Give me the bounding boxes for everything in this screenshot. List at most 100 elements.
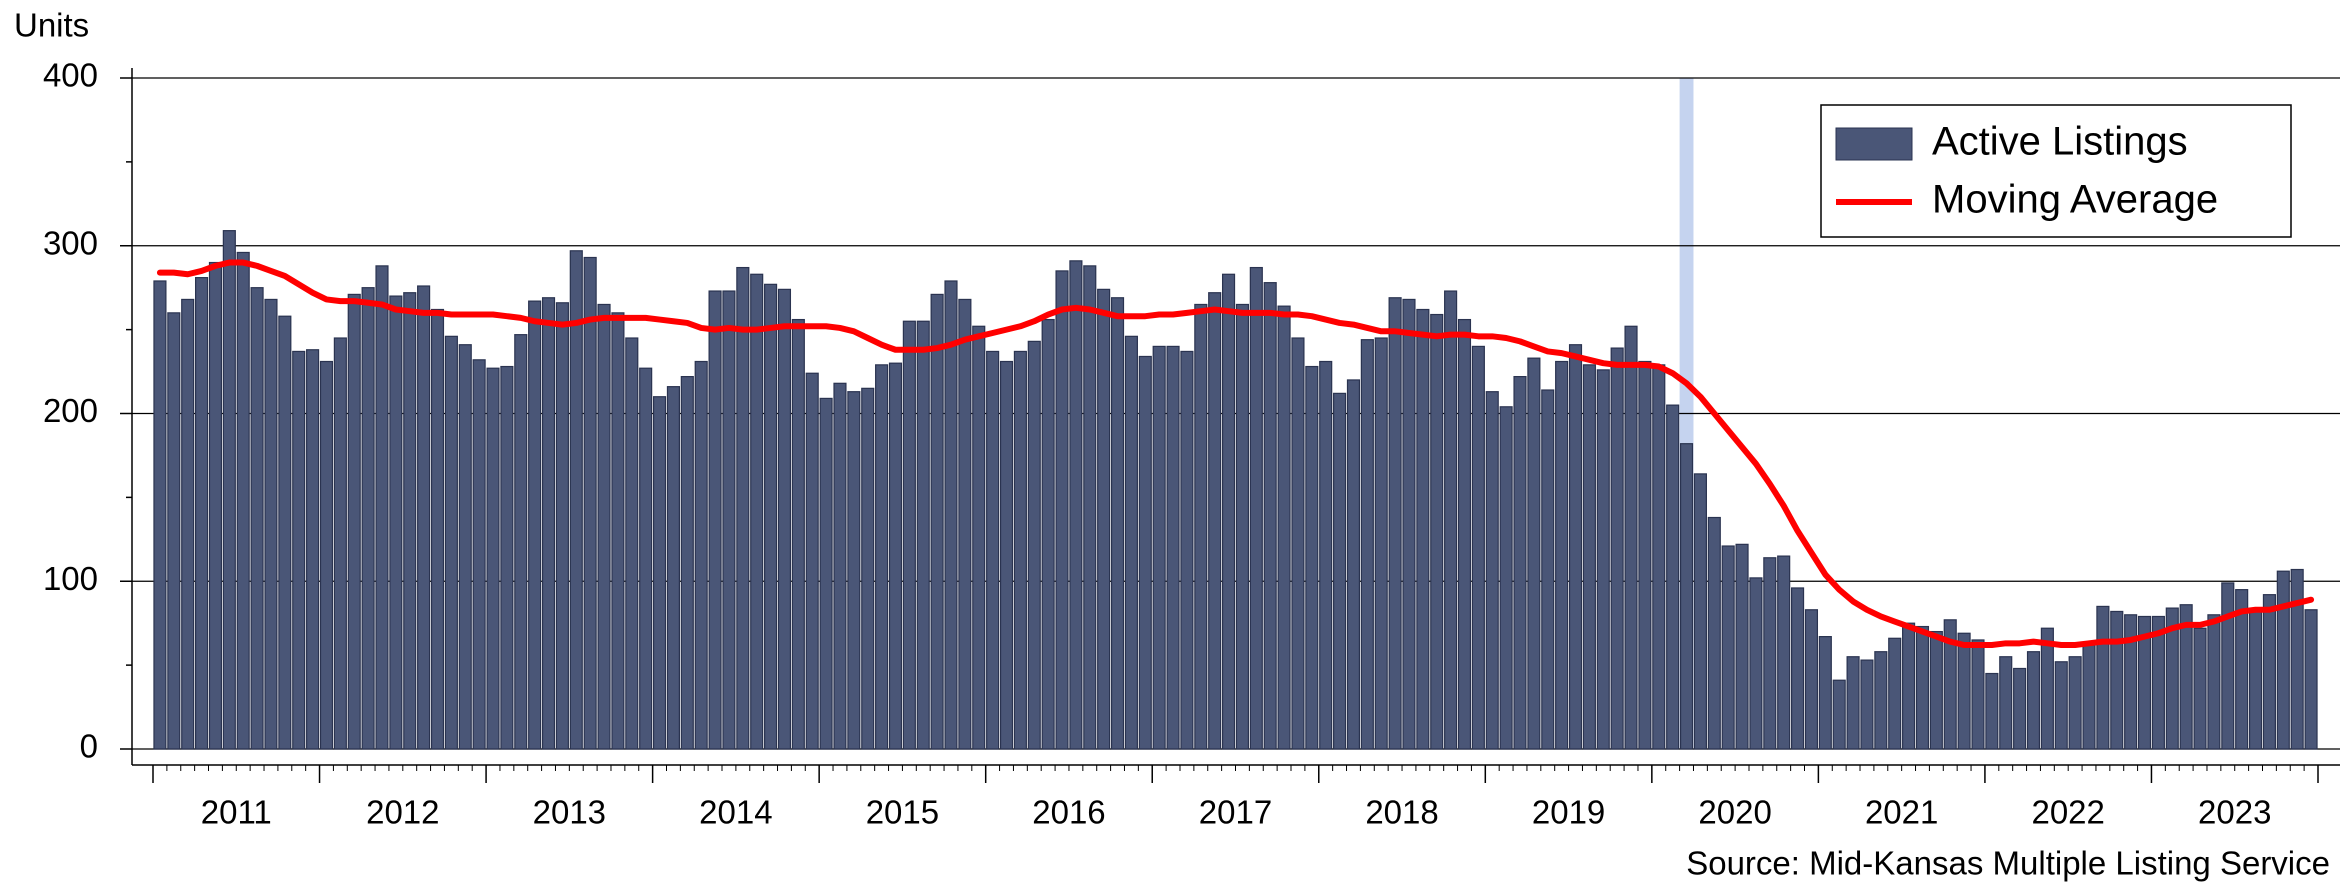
bar [1457, 318, 1472, 750]
bar [1069, 260, 1083, 750]
bar [875, 364, 889, 750]
bar [1985, 672, 1999, 750]
y-tick-label: 400 [43, 57, 98, 94]
bar [2262, 594, 2276, 750]
bar [389, 295, 403, 750]
bar [1804, 609, 1819, 750]
x-tick-label: 2012 [366, 794, 439, 831]
bar [2096, 605, 2110, 750]
bar [958, 298, 972, 750]
bar [2290, 568, 2304, 750]
bar [1624, 325, 1638, 750]
bar [1610, 347, 1624, 750]
bar [1902, 622, 1916, 750]
bar [1180, 350, 1194, 750]
bar [306, 349, 320, 750]
bar [1194, 303, 1208, 750]
y-axis-label: Units [14, 7, 89, 44]
bar [2165, 607, 2179, 750]
bar [1888, 637, 1902, 750]
bar [888, 362, 903, 750]
bar [1790, 587, 1805, 750]
moving-average-line [156, 259, 2315, 648]
bar [791, 318, 805, 750]
bar [1679, 443, 1694, 750]
bar [417, 285, 431, 750]
bar [264, 298, 278, 750]
bar [1582, 364, 1596, 750]
bar [1499, 406, 1513, 750]
bar [1707, 516, 1721, 750]
bar [2137, 615, 2152, 750]
bar [625, 337, 639, 750]
bar [833, 382, 847, 750]
bar [403, 292, 417, 750]
bar [1097, 288, 1111, 750]
bar [167, 312, 181, 750]
bar [1485, 391, 1499, 750]
bar [2040, 627, 2054, 750]
bar [528, 300, 542, 750]
y-tick-label: 100 [43, 560, 98, 597]
bar [1388, 297, 1402, 750]
bar [708, 290, 722, 750]
bar [181, 298, 195, 750]
bar [999, 360, 1014, 750]
bar [361, 287, 375, 750]
bar [680, 375, 694, 750]
bar [153, 280, 167, 750]
x-tick-label: 2020 [1698, 794, 1771, 831]
bar [1957, 632, 1971, 750]
legend: Active Listings Moving Average [1820, 104, 2292, 238]
bar [1721, 545, 1735, 750]
bar [1152, 345, 1166, 750]
x-tick-label: 2014 [699, 794, 772, 831]
bar [2248, 609, 2263, 750]
bar [1124, 335, 1138, 750]
bar [2026, 651, 2041, 750]
bar [1527, 357, 1541, 750]
bar [1971, 639, 1985, 750]
bar [2082, 644, 2096, 750]
bar [1277, 305, 1291, 750]
bar [1666, 404, 1680, 750]
bar [666, 386, 681, 750]
y-tick-label: 0 [80, 728, 98, 765]
bar [1568, 344, 1583, 750]
bar [1846, 656, 1860, 750]
bar [1693, 473, 1707, 750]
x-tick-label: 2011 [201, 794, 272, 831]
x-tick-label: 2023 [2198, 794, 2271, 831]
x-tick-label: 2021 [1865, 794, 1938, 831]
bar [597, 303, 611, 750]
bar [1832, 679, 1846, 750]
legend-swatch [1835, 127, 1913, 161]
bar [916, 320, 930, 750]
bar [1083, 265, 1097, 750]
bar [1263, 282, 1277, 750]
bar [250, 287, 264, 750]
bar [1444, 290, 1458, 750]
bar [2068, 656, 2082, 750]
bar [1374, 337, 1388, 750]
bar [930, 293, 944, 750]
x-tick-label: 2015 [866, 794, 939, 831]
bar [375, 265, 389, 750]
bar [972, 325, 986, 750]
bar [1943, 619, 1957, 750]
bar [2054, 661, 2068, 750]
bar [1305, 365, 1319, 750]
bar [2304, 609, 2318, 750]
bar [1999, 656, 2013, 750]
bar [319, 360, 334, 750]
bar [611, 312, 625, 750]
bar [1027, 340, 1041, 750]
bar [2207, 614, 2221, 750]
bar [1249, 266, 1263, 750]
bar [347, 293, 361, 750]
bar [1430, 313, 1444, 750]
bar [2221, 582, 2235, 750]
bar [2235, 589, 2249, 750]
bar [944, 280, 958, 750]
